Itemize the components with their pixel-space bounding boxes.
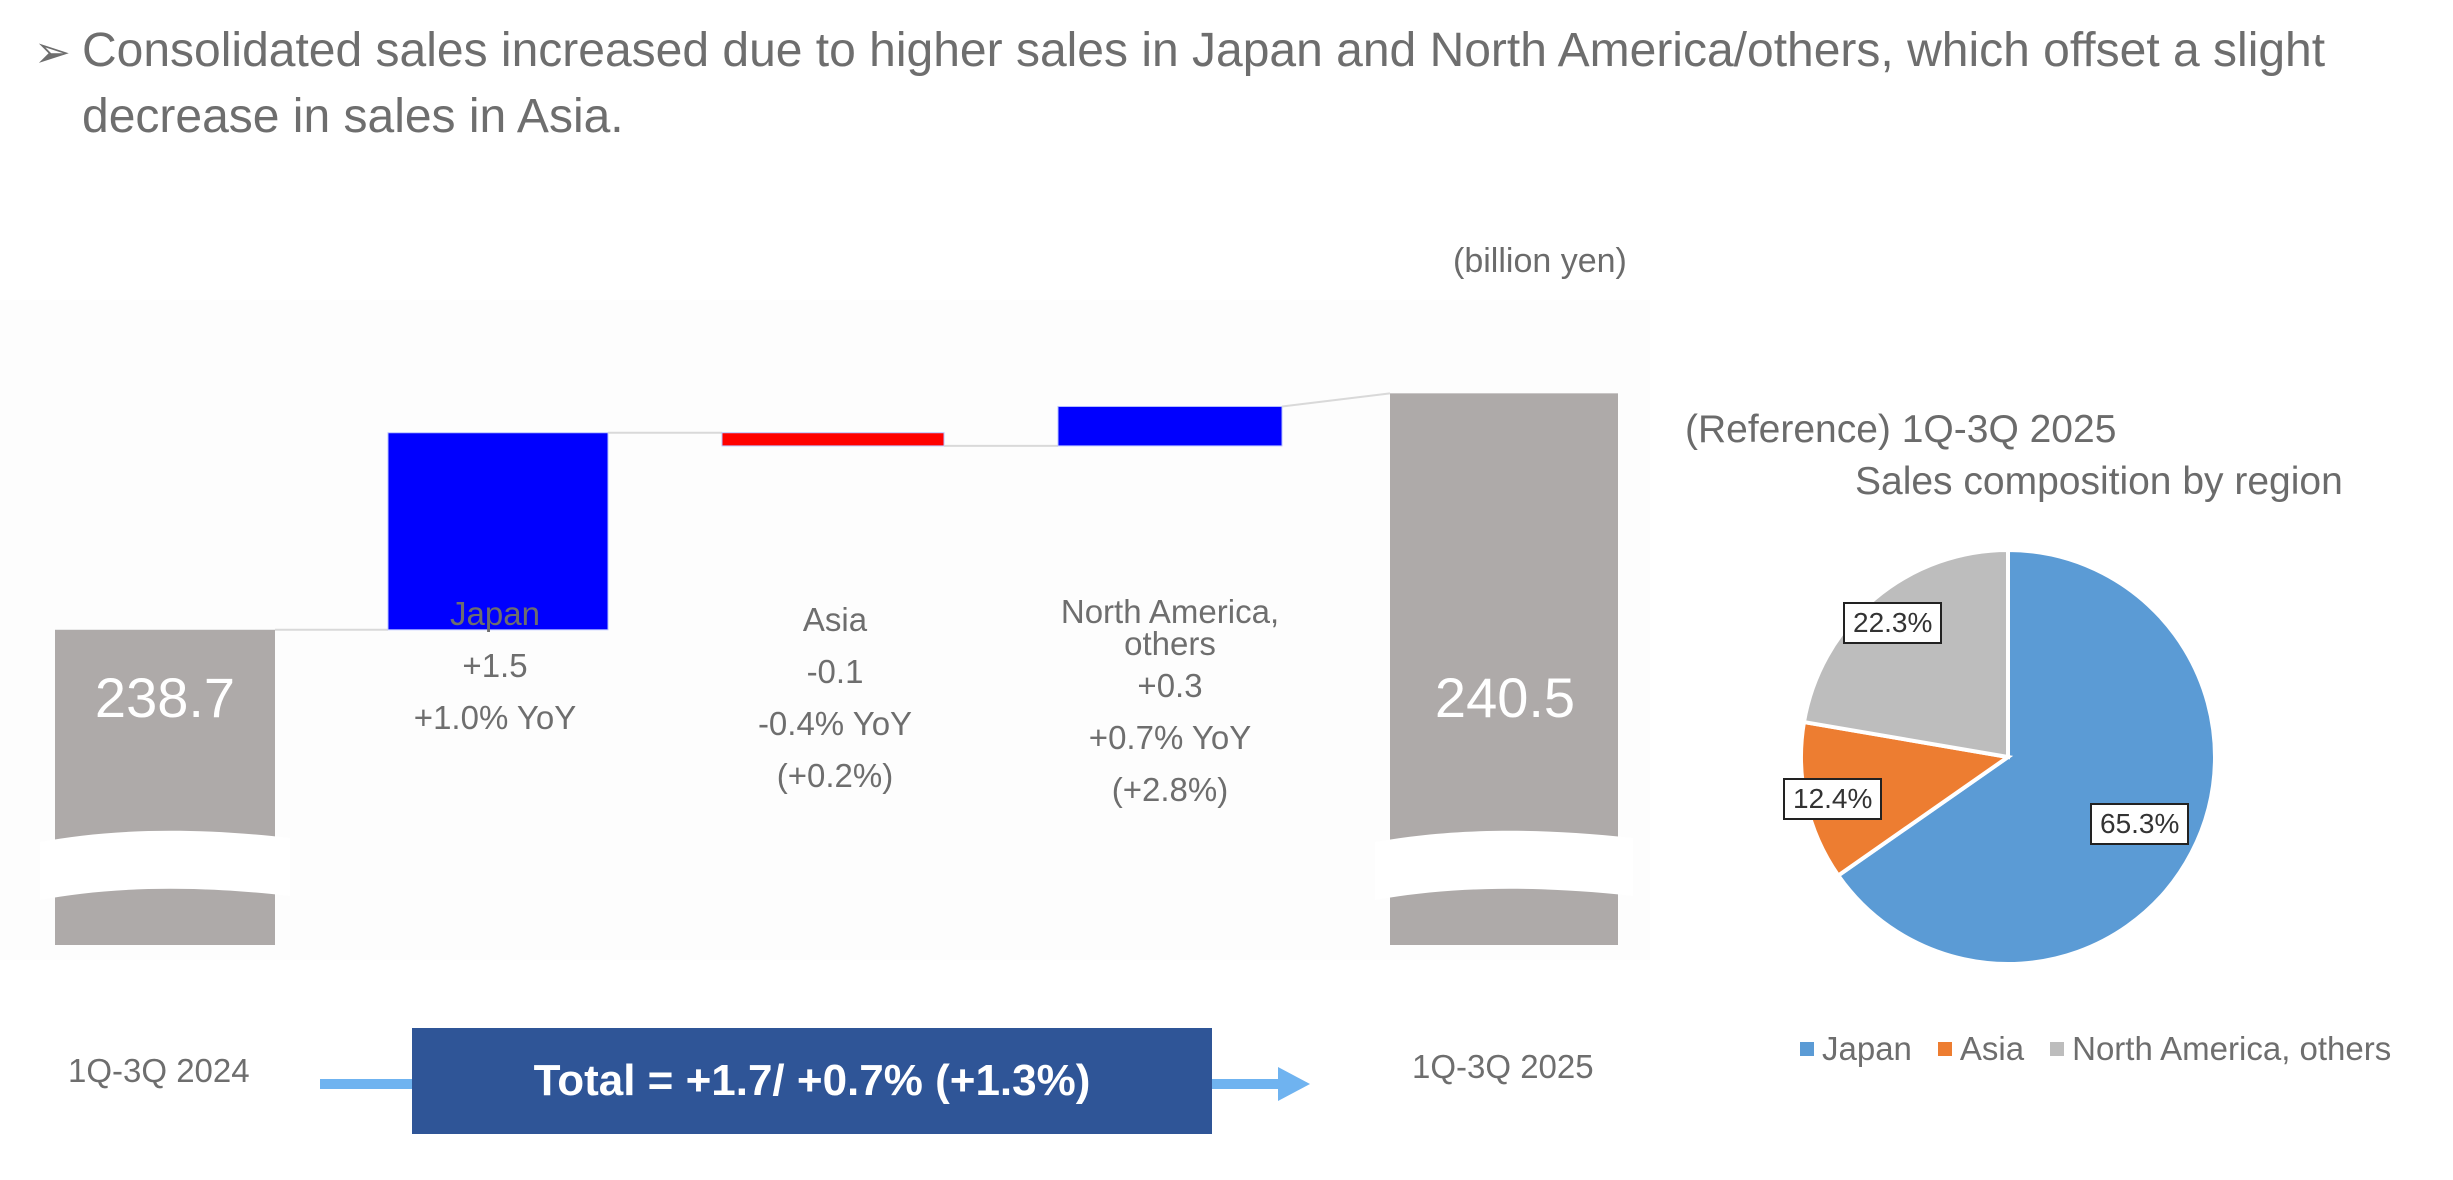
start-period-label: 1Q-3Q 2024 — [68, 1052, 250, 1089]
legend-swatch-na — [2050, 1042, 2065, 1056]
legend-swatch-japan — [1800, 1042, 1814, 1056]
arrow-left-stub — [320, 1079, 420, 1089]
legend-swatch-asia — [1937, 1042, 1952, 1056]
legend-item-japan: Japan — [1800, 1030, 1912, 1068]
na-change: +0.3 — [1137, 667, 1203, 704]
pie-legend: Japan Asia North America, others — [1800, 1030, 2417, 1068]
asia-extra: (+0.2%) — [776, 757, 894, 794]
na-name: North America, others — [1060, 593, 1280, 662]
asia-yoy: -0.4% YoY — [757, 705, 913, 742]
legend-label-na: North America, others — [2072, 1030, 2392, 1067]
legend-label-japan: Japan — [1822, 1030, 1912, 1067]
japan-yoy: +1.0% YoY — [413, 699, 577, 736]
bar-asia — [721, 432, 945, 447]
headline-text: Consolidated sales increased due to high… — [82, 24, 2326, 143]
axis-break-1 — [1375, 830, 1633, 900]
unit-label: (billion yen) — [1453, 242, 1627, 280]
arrow-right-head — [1278, 1067, 1310, 1101]
axis-break-0 — [40, 830, 290, 900]
start-value-label: 238.7 — [94, 666, 236, 729]
asia-delta-label: Asia -0.1 -0.4% YoY (+0.2%) — [700, 594, 970, 802]
waterfall-chart — [40, 392, 1633, 1101]
end-value-label: 240.5 — [1434, 666, 1576, 729]
pie-label-na: 22.3% — [1843, 602, 1943, 644]
pie-title-line2: Sales composition by region — [1855, 460, 2343, 503]
pie-title-line1: (Reference) 1Q-3Q 2025 — [1685, 408, 2117, 451]
japan-change: +1.5 — [462, 647, 528, 684]
total-summary-box: Total = +1.7/ +0.7% (+1.3%) — [412, 1028, 1212, 1134]
pie-slice-japan — [1835, 547, 2217, 966]
pie-slice-na — [1801, 547, 2010, 760]
japan-delta-label: Japan +1.5 +1.0% YoY — [360, 588, 630, 744]
asia-change: -0.1 — [806, 653, 864, 690]
end-period-label: 1Q-3Q 2025 — [1412, 1048, 1594, 1085]
connector-3 — [1281, 392, 1391, 408]
japan-name: Japan — [450, 595, 540, 632]
legend-item-na: North America, others — [2050, 1030, 2391, 1068]
bar-na — [1057, 405, 1283, 447]
pie-label-japan: 65.3% — [2090, 803, 2190, 845]
legend-item-asia: Asia — [1937, 1030, 2025, 1068]
legend-label-asia: Asia — [1959, 1030, 2025, 1067]
na-extra: (+2.8%) — [1111, 771, 1229, 808]
asia-name: Asia — [802, 601, 868, 638]
pie-label-asia: 12.4% — [1783, 778, 1883, 820]
arrow-right-shaft — [1205, 1079, 1283, 1089]
na-delta-label: North America, others +0.3 +0.7% YoY (+2… — [1020, 593, 1320, 816]
bar-japan — [387, 432, 609, 631]
na-yoy: +0.7% YoY — [1088, 719, 1252, 756]
arrow-bullet-icon: ➢ — [34, 28, 71, 77]
headline: ➢ Consolidated sales increased due to hi… — [34, 18, 2374, 150]
